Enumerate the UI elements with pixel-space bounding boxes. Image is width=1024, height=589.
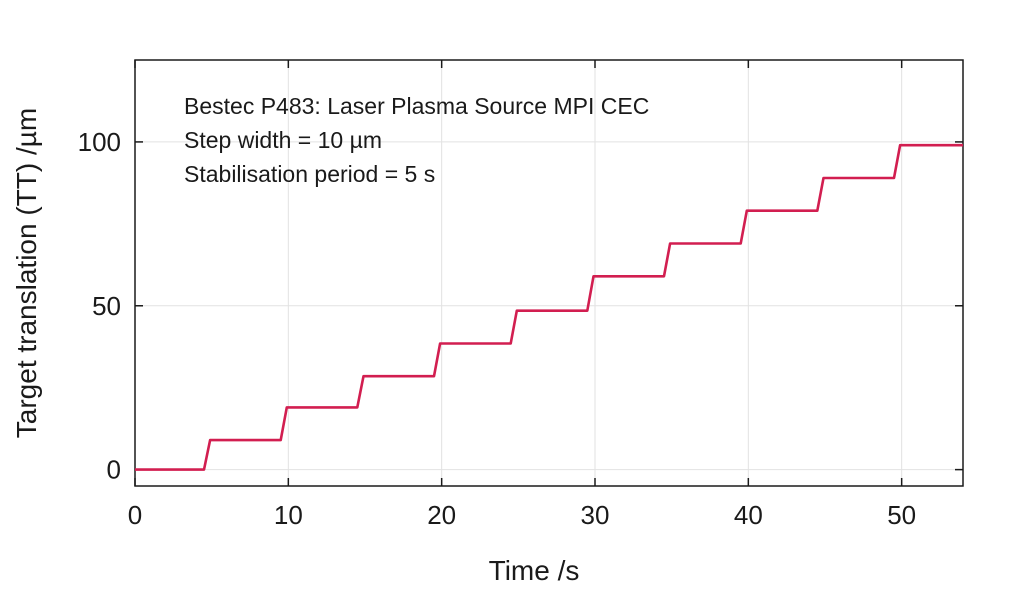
axis-ticks: 0 10 20 30 40 50 0 50 100 [78, 60, 963, 530]
x-axis-title: Time /s [489, 555, 580, 586]
annotation-line: Stabilisation period = 5 s [184, 161, 435, 187]
series-group [135, 143, 963, 471]
plot-frame [134, 59, 964, 487]
y-tick-label: 50 [92, 291, 121, 321]
x-tick-label: 30 [581, 500, 610, 530]
y-axis-title: Target translation (TT) /µm [11, 108, 42, 438]
series-line [135, 143, 963, 471]
x-tick-label: 0 [128, 500, 142, 530]
y-tick-label: 0 [107, 455, 121, 485]
x-tick-label: 40 [734, 500, 763, 530]
annotations: Bestec P483: Laser Plasma Source MPI CEC… [184, 93, 649, 187]
grid [134, 60, 963, 486]
x-tick-label: 20 [427, 500, 456, 530]
x-tick-label: 50 [887, 500, 916, 530]
x-tick-label: 10 [274, 500, 303, 530]
annotation-line: Bestec P483: Laser Plasma Source MPI CEC [184, 93, 649, 119]
y-tick-label: 100 [78, 127, 121, 157]
annotation-line: Step width = 10 µm [184, 127, 382, 153]
